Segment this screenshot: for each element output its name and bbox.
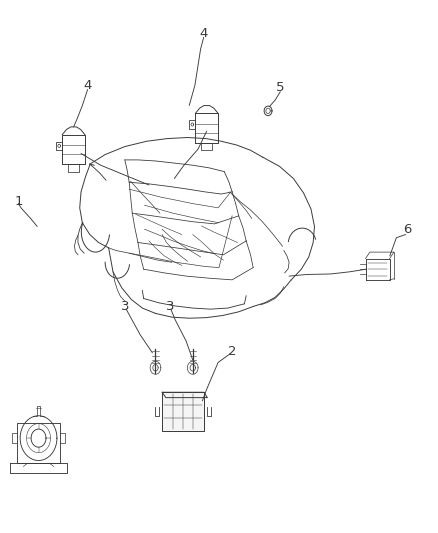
Text: 3: 3 [166, 300, 174, 313]
Text: 4: 4 [83, 79, 92, 92]
Text: 5: 5 [276, 82, 285, 94]
Polygon shape [162, 392, 204, 431]
Text: 4: 4 [199, 27, 208, 39]
Text: 3: 3 [120, 300, 129, 313]
Polygon shape [162, 392, 208, 398]
Text: 6: 6 [403, 223, 412, 236]
Text: 1: 1 [14, 195, 23, 208]
Text: 2: 2 [228, 345, 237, 358]
